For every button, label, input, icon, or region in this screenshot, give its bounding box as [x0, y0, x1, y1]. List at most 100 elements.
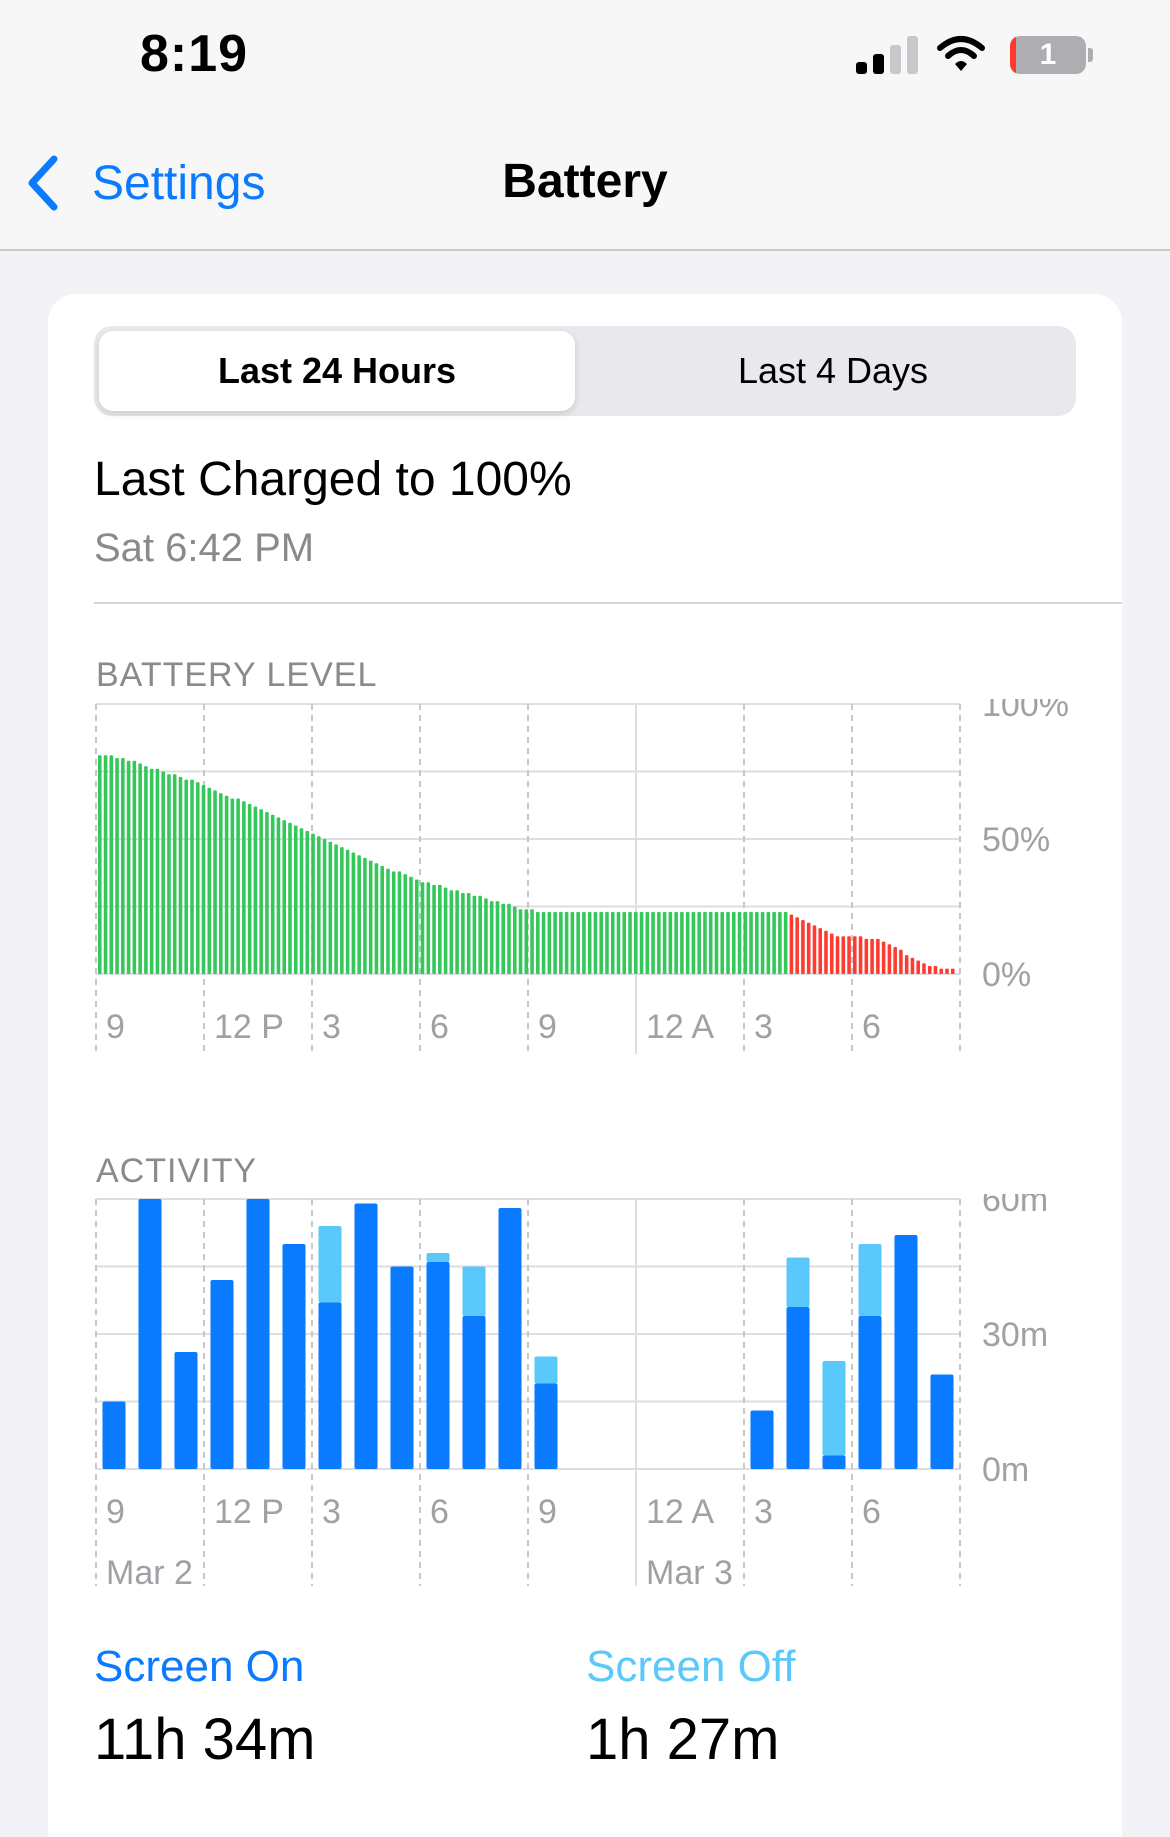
last-charged-title: Last Charged to 100% — [94, 453, 572, 506]
battery-bar — [904, 955, 909, 974]
battery-bar — [213, 790, 217, 974]
battery-bar — [432, 884, 436, 974]
screen-on-bar — [102, 1401, 126, 1469]
x-tick-label: 9 — [106, 1008, 125, 1046]
x-tick-label: 12 A — [646, 1493, 714, 1531]
battery-bar — [536, 911, 540, 974]
battery-bar — [553, 911, 557, 974]
battery-bar — [242, 801, 246, 974]
battery-bar — [149, 768, 154, 974]
battery-bar — [933, 965, 938, 974]
battery-bar — [547, 911, 552, 974]
last-charged-date: Sat 6:42 PM — [94, 526, 315, 570]
screen-off-value: 1h 27m — [586, 1707, 780, 1772]
x-tick-label: 12 A — [646, 1008, 714, 1046]
battery-bar — [622, 911, 627, 974]
screen-off-bar — [786, 1257, 810, 1307]
battery-bar — [317, 836, 321, 974]
chevron-left-icon — [28, 155, 58, 211]
battery-icon: 1 — [1010, 36, 1093, 74]
battery-bar — [674, 911, 678, 974]
battery-bar — [478, 895, 482, 974]
battery-bar — [518, 909, 523, 974]
battery-bar — [126, 760, 131, 974]
battery-bar — [138, 763, 142, 974]
battery-bar — [760, 911, 765, 974]
battery-bar — [195, 782, 200, 974]
battery-bar — [662, 911, 667, 974]
battery-bar — [409, 876, 413, 974]
screen-on-bar — [174, 1352, 198, 1469]
battery-bar — [311, 833, 315, 974]
back-button[interactable]: Settings — [24, 148, 265, 218]
screen-on-bar — [894, 1235, 918, 1469]
battery-bar — [305, 830, 310, 974]
battery-bar — [910, 957, 915, 974]
battery-bar — [363, 857, 367, 974]
battery-bar — [265, 812, 269, 974]
battery-bar — [253, 806, 258, 974]
battery-bar — [755, 911, 759, 974]
battery-bar — [691, 911, 696, 974]
battery-bar — [368, 860, 373, 974]
battery-bar — [783, 911, 788, 974]
battery-bar — [812, 925, 817, 974]
battery-bar — [322, 839, 327, 974]
battery-bar — [582, 911, 586, 974]
screen-on-bar — [318, 1302, 342, 1469]
top-bar: 8:19 1 Settings Battery — [0, 0, 1170, 251]
battery-bar — [564, 911, 569, 974]
battery-bar — [806, 922, 811, 974]
battery-bar — [178, 776, 183, 974]
battery-bar — [651, 911, 655, 974]
battery-bar — [155, 768, 160, 974]
battery-bar — [438, 884, 442, 974]
y-tick-label: 0m — [982, 1451, 1029, 1489]
battery-bar — [847, 936, 851, 974]
battery-bar — [144, 766, 148, 974]
battery-bar — [593, 911, 598, 974]
screen-off-bar — [426, 1253, 450, 1262]
battery-bar — [466, 893, 471, 974]
status-time: 8:19 — [140, 25, 249, 83]
battery-bar — [939, 968, 944, 974]
battery-bar — [610, 911, 615, 974]
battery-bar — [772, 911, 776, 974]
battery-bar — [201, 785, 206, 974]
battery-percent: 1 — [1039, 38, 1057, 71]
battery-bar — [801, 920, 805, 974]
battery-bar — [397, 871, 402, 974]
y-tick-label: 50% — [982, 821, 1050, 859]
battery-bar — [167, 774, 171, 974]
battery-bar — [628, 911, 632, 974]
battery-bar — [639, 911, 644, 974]
battery-bar — [109, 755, 114, 974]
x-tick-label: 3 — [322, 1493, 341, 1531]
tab-last-24-hours[interactable]: Last 24 Hours — [99, 331, 575, 411]
battery-bar — [726, 911, 730, 974]
x-tick-label: 6 — [430, 1008, 449, 1046]
battery-bar — [841, 936, 846, 974]
screen-on-value: 11h 34m — [94, 1707, 316, 1772]
date-label: Mar 3 — [646, 1554, 733, 1592]
battery-bar — [714, 911, 719, 974]
battery-bar — [829, 933, 834, 974]
battery-bar — [731, 911, 736, 974]
battery-bar — [945, 968, 949, 974]
x-tick-label: 6 — [862, 1493, 881, 1531]
battery-bar — [461, 893, 465, 974]
battery-bar — [507, 903, 511, 974]
battery-bar — [391, 871, 396, 974]
battery-bar — [697, 911, 701, 974]
tab-last-4-days[interactable]: Last 4 Days — [737, 350, 929, 391]
screen-on-bar — [390, 1266, 414, 1469]
activity-chart: 60m 30m 0m 9 12 P 3 6 9 12 A 3 6 Mar 2 Mar 3 — [95, 1194, 1048, 1592]
y-tick-label: 60m — [982, 1194, 1048, 1219]
battery-bar — [835, 936, 840, 974]
battery-bar — [645, 911, 650, 974]
battery-bar — [570, 911, 575, 974]
battery-bar — [184, 779, 189, 974]
screen-off-bar — [318, 1226, 342, 1303]
battery-bar — [489, 901, 494, 974]
x-tick-label: 6 — [430, 1493, 449, 1531]
